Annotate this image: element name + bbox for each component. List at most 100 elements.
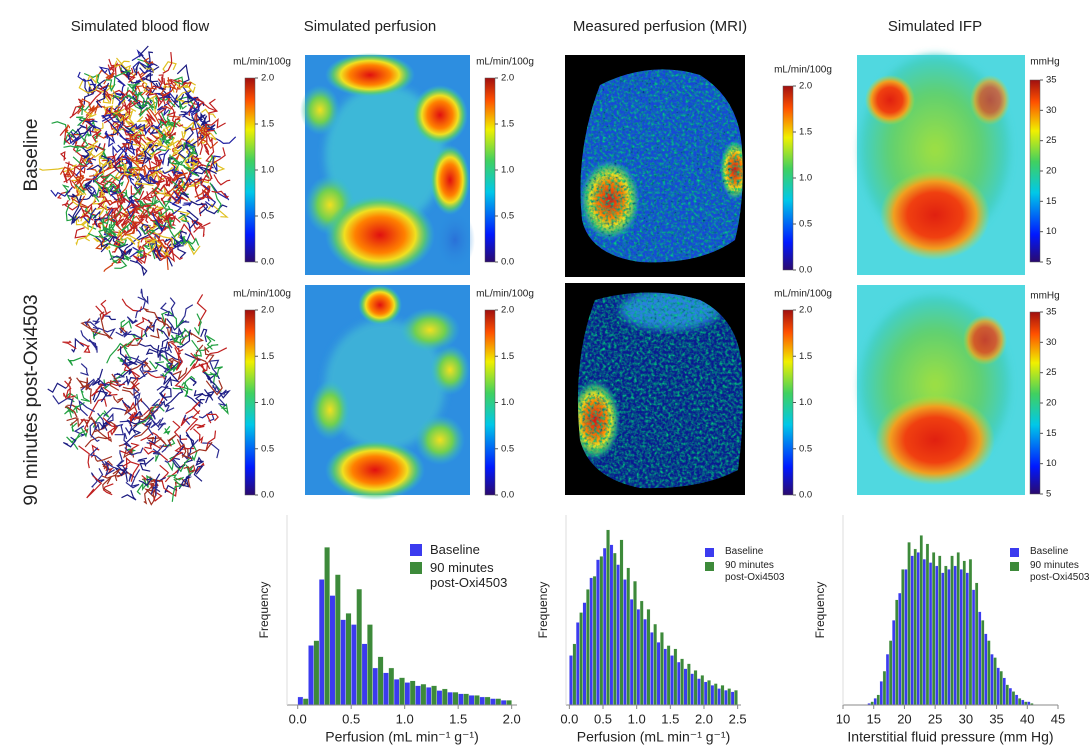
vessel (101, 468, 121, 479)
histogram-bar (993, 657, 997, 706)
vessel (156, 192, 172, 197)
vessel (163, 238, 184, 248)
colorbar-tick-label: 35 (1046, 75, 1057, 86)
vessel (143, 238, 159, 247)
colorbar (484, 77, 496, 263)
vessel (139, 45, 160, 72)
vessel (171, 478, 183, 502)
vessel (63, 128, 81, 145)
histogram-bar (947, 569, 951, 706)
legend: Baseline 90 minutes post-Oxi4503 (705, 546, 785, 586)
vessel (145, 71, 159, 83)
vessel (183, 466, 195, 473)
vessel (95, 159, 112, 177)
histogram-bar (931, 552, 936, 706)
histogram-bar (913, 548, 917, 706)
histogram-bar (907, 541, 911, 706)
colorbar-tick-label: 25 (1046, 135, 1057, 146)
column-title: Measured perfusion (MRI) (573, 18, 747, 35)
vessel (149, 415, 161, 429)
histogram-bar (1008, 687, 1013, 706)
vessel (183, 375, 196, 391)
histogram-bar (361, 643, 368, 706)
vessel (113, 60, 130, 68)
vessel (162, 61, 177, 72)
vessel (138, 477, 153, 487)
vessel (163, 362, 173, 375)
vessel (109, 373, 120, 391)
vessel (92, 317, 101, 325)
histogram-bar (888, 640, 893, 706)
vessel (162, 52, 173, 74)
colorbar (782, 85, 794, 271)
vessel (120, 346, 138, 366)
x-tick-label: 25 (928, 711, 942, 726)
vessel (114, 423, 125, 436)
histogram-bar (388, 667, 395, 706)
vessel (103, 181, 120, 193)
vessel (205, 335, 216, 350)
vessel (84, 179, 94, 197)
vessel (189, 377, 197, 387)
legend-label: 90 minutes post-Oxi4503 (430, 559, 508, 591)
colorbar-tick-label: 0.5 (501, 443, 514, 454)
vessel (185, 431, 195, 447)
vessel (161, 442, 172, 453)
vessel (165, 372, 180, 388)
histogram-bar (984, 633, 988, 706)
vessel (173, 93, 185, 103)
colorbar-tick-label: 2.0 (261, 73, 274, 84)
histogram-bar (582, 602, 587, 706)
vessel (208, 170, 213, 181)
vessel (112, 396, 124, 404)
colorbar-tick-label: 1.5 (799, 351, 812, 362)
vessel (47, 382, 68, 393)
vessel (91, 368, 104, 386)
vessel (144, 441, 162, 450)
vessel (145, 78, 163, 96)
mri-map-post (565, 283, 745, 495)
vessel (92, 213, 107, 226)
colorbar-tick-label: 0.5 (261, 443, 274, 454)
legend-swatch (705, 548, 714, 557)
vessel (121, 298, 143, 312)
histogram-bar (490, 698, 496, 706)
vessel (64, 405, 78, 418)
vessel (212, 384, 221, 394)
vessel (152, 444, 165, 456)
vessel (79, 210, 90, 219)
x-tick-label: 20 (897, 711, 911, 726)
vessel (71, 186, 84, 207)
vessel (147, 141, 162, 154)
histogram-bar (569, 655, 573, 706)
x-axis-label: Interstitial fluid pressure (mm Hg) (847, 729, 1053, 745)
vessel (126, 234, 141, 248)
histogram-bar (318, 579, 325, 706)
vessel (173, 458, 191, 473)
vessel (194, 184, 210, 200)
vessel (80, 378, 96, 391)
vessel (102, 92, 112, 104)
vessel (110, 255, 128, 269)
vessel (137, 342, 163, 353)
vessel (186, 209, 199, 229)
vessel (186, 395, 205, 408)
vessel (100, 210, 110, 225)
vessel (61, 184, 71, 201)
vessel (104, 105, 125, 115)
vessel (189, 353, 197, 367)
vessel (86, 475, 103, 499)
colorbar-tick-label: 30 (1046, 105, 1057, 116)
vessel (123, 363, 140, 390)
vessel (102, 476, 112, 494)
vessel (116, 367, 133, 377)
histogram-bar (928, 562, 933, 706)
vessel (187, 155, 199, 176)
vessel (101, 114, 123, 123)
vessel (123, 123, 142, 134)
vessel (101, 460, 113, 471)
vessel (108, 250, 119, 264)
histogram-bar (308, 645, 314, 706)
vessel (137, 215, 149, 224)
